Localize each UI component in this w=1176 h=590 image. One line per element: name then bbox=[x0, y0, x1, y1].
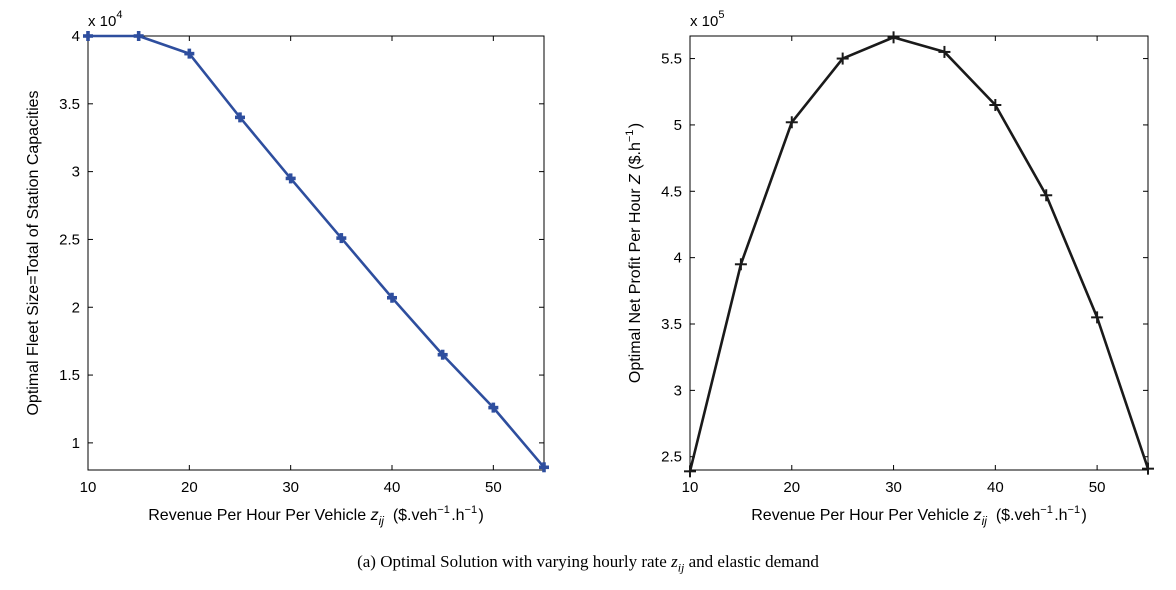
data-point bbox=[437, 349, 448, 360]
x-tick-label: 20 bbox=[181, 479, 198, 496]
x-axis-label: Revenue Per Hour Per Vehicle zij ($.veh−… bbox=[751, 504, 1087, 528]
x-tick-label: 10 bbox=[80, 479, 97, 496]
x-tick-label: 20 bbox=[783, 479, 800, 496]
data-point bbox=[539, 462, 549, 473]
y-tick-label: 1 bbox=[72, 435, 80, 452]
x-tick-label: 50 bbox=[1089, 479, 1106, 496]
y-tick-label: 5.5 bbox=[661, 51, 682, 68]
y-tick-label: 3 bbox=[72, 164, 80, 181]
x-tick-label: 30 bbox=[282, 479, 299, 496]
caption-symbol: zij bbox=[671, 552, 685, 575]
series-line-1 bbox=[88, 34, 545, 469]
x-axis-label: Revenue Per Hour Per Vehicle zij ($.veh−… bbox=[148, 504, 484, 528]
y-multiplier-label: x 104 bbox=[88, 9, 122, 30]
series-line-1 bbox=[688, 36, 1150, 472]
y-tick-label: 5 bbox=[674, 117, 682, 134]
data-point bbox=[785, 116, 798, 129]
y-tick-label: 2 bbox=[72, 299, 80, 316]
y-multiplier-label: x 105 bbox=[690, 9, 724, 30]
y-tick-label: 4 bbox=[674, 250, 682, 267]
y-tick-label: 4.5 bbox=[661, 183, 682, 200]
data-point bbox=[989, 99, 1002, 112]
y-tick-label: 1.5 bbox=[59, 367, 80, 384]
plot-frame bbox=[689, 35, 1149, 471]
figure-caption: (a) Optimal Solution with varying hourly… bbox=[0, 552, 1176, 575]
x-tick-label: 40 bbox=[987, 479, 1004, 496]
y-tick-label: 3 bbox=[674, 382, 682, 399]
data-point bbox=[184, 48, 195, 59]
x-tick-label: 30 bbox=[885, 479, 902, 496]
y-axis-label: Optimal Fleet Size=Total of Station Capa… bbox=[25, 90, 42, 415]
chart-panel-1: 10 20 30 40 50 1 1.5 2 2.5 3 3.5 4 x 104 Revenue Per … bbox=[25, 9, 549, 528]
chart-panel-2: 10 20 30 40 50 2.5 3 3.5 4 4.5 5 5.5 x 105 Revenue Pe… bbox=[624, 9, 1154, 528]
data-point bbox=[938, 45, 951, 58]
chart-canvas: 10 20 30 40 50 1 1.5 2 2.5 3 3.5 4 x 104 Revenue Per … bbox=[25, 9, 1154, 528]
y-tick-label: 2.5 bbox=[59, 231, 80, 248]
x-tick-label: 50 bbox=[485, 479, 502, 496]
plot-frame bbox=[87, 35, 545, 471]
y-tick-label: 4 bbox=[72, 28, 80, 45]
data-point bbox=[488, 402, 499, 413]
caption-suffix: and elastic demand bbox=[684, 552, 819, 571]
x-tick-label: 10 bbox=[682, 479, 699, 496]
data-point bbox=[1091, 311, 1104, 324]
data-point bbox=[336, 233, 347, 244]
data-point bbox=[1040, 189, 1053, 202]
y-tick-label: 3.5 bbox=[59, 96, 80, 113]
x-tick-label: 40 bbox=[384, 479, 401, 496]
y-axis-label: Optimal Net Profit Per Hour Z ($.h−1 ) bbox=[624, 123, 644, 383]
data-point bbox=[1142, 462, 1154, 475]
caption-prefix: (a) Optimal Solution with varying hourly… bbox=[357, 552, 672, 571]
data-point bbox=[83, 31, 93, 41]
data-point bbox=[285, 173, 296, 184]
data-point bbox=[836, 52, 849, 65]
data-point bbox=[887, 31, 900, 44]
data-point bbox=[235, 112, 245, 123]
y-tick-label: 3.5 bbox=[661, 316, 682, 333]
data-point bbox=[387, 292, 397, 303]
data-point bbox=[133, 31, 144, 41]
data-point bbox=[734, 258, 747, 271]
data-point bbox=[684, 465, 696, 478]
y-tick-label: 2.5 bbox=[661, 449, 682, 466]
